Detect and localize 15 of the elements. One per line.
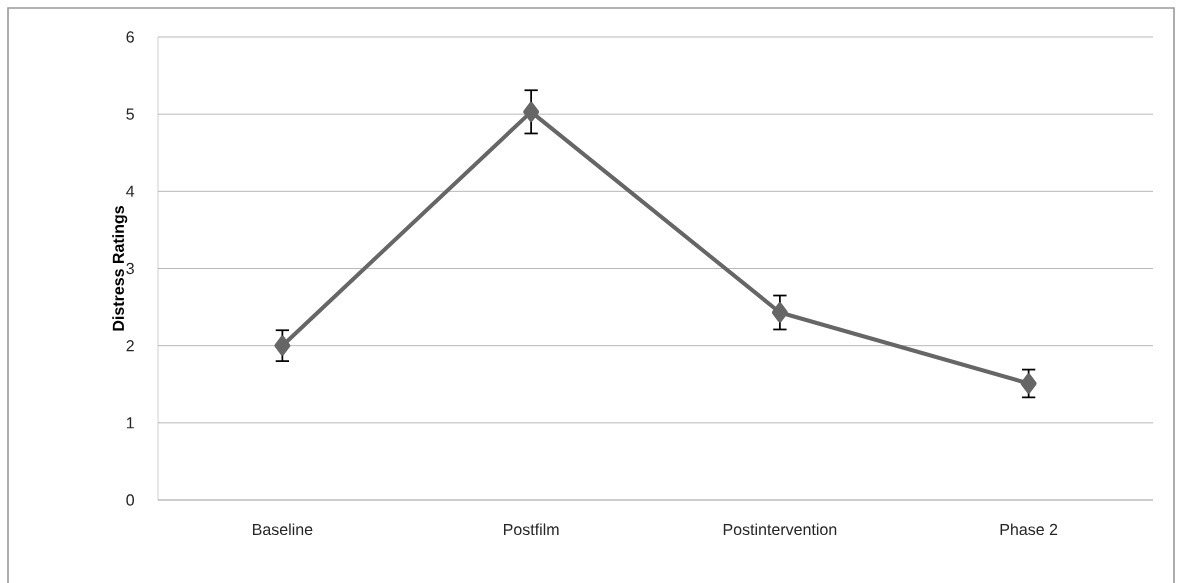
y-tick-label: 0 xyxy=(126,494,135,506)
point xyxy=(274,335,291,356)
point xyxy=(771,302,788,323)
x-tick-label: Postfilm xyxy=(504,523,559,536)
x-tick-label: Baseline xyxy=(253,523,313,536)
y-tick-label: 2 xyxy=(126,340,134,352)
y-tick-label: 3 xyxy=(126,262,134,275)
point xyxy=(523,101,540,122)
x-tick-label: Postintervention xyxy=(723,523,837,536)
y-tick-label: 6 xyxy=(126,31,134,43)
y-tick-label: 5 xyxy=(126,108,134,120)
point xyxy=(1020,373,1037,394)
y-tick-label: 1 xyxy=(126,417,134,429)
x-tick-label: Phase 2 xyxy=(1000,523,1058,536)
y-tick-label: 4 xyxy=(126,185,135,197)
